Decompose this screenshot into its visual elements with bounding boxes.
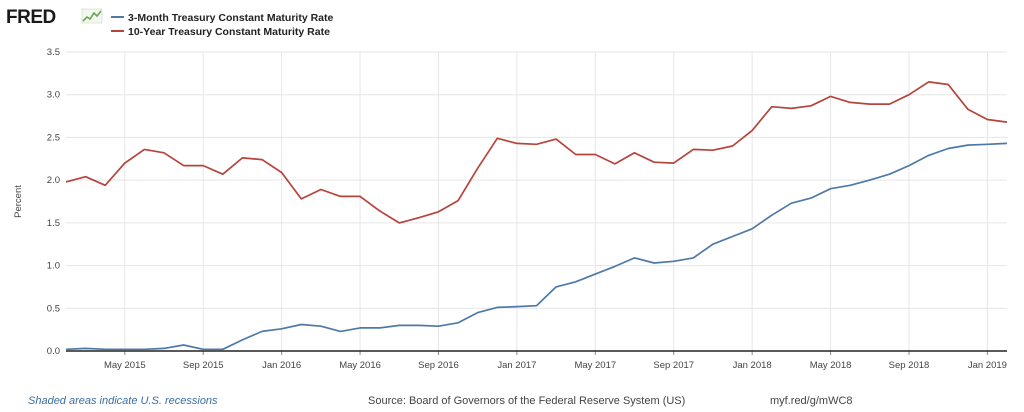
source-note: Source: Board of Governors of the Federa… (368, 395, 686, 407)
legend-label-series-1: 3-Month Treasury Constant Maturity Rate (128, 12, 334, 24)
x-tick-label: Jan 2017 (497, 360, 536, 371)
x-tick-label: May 2015 (104, 360, 146, 371)
x-axis-ticks: May 2015 Sep 2015 Jan 2016 May 2016 Sep 2016… (104, 351, 1007, 371)
recession-note: Shaded areas indicate U.S. recessions (28, 395, 218, 407)
y-tick-label: 3.0 (47, 90, 60, 101)
x-tick-label: Sep 2018 (889, 360, 930, 371)
y-tick-label: 1.5 (47, 218, 60, 229)
legend-label-series-2: 10-Year Treasury Constant Maturity Rate (128, 26, 330, 38)
y-tick-label: 1.0 (47, 261, 60, 272)
x-tick-label: May 2018 (810, 360, 852, 371)
y-tick-label: 0.0 (47, 346, 60, 357)
grid-lines (66, 51, 1007, 351)
series-line-1 (65, 142, 1008, 351)
y-tick-label: 2.5 (47, 132, 60, 143)
y-tick-label: 2.0 (47, 175, 60, 186)
x-tick-label: Sep 2017 (653, 360, 694, 371)
y-axis-ticks: 0.0 0.5 1.0 1.5 2.0 2.5 3.0 3.5 (47, 47, 60, 357)
series-line-2 (65, 81, 1008, 224)
x-tick-label: Jan 2018 (733, 360, 772, 371)
y-axis-label: Percent (13, 185, 24, 218)
line-chart-icon (81, 8, 103, 24)
short-url[interactable]: myf.red/g/mWC8 (770, 395, 853, 407)
x-tick-label: Jan 2016 (262, 360, 301, 371)
x-tick-label: Sep 2015 (183, 360, 224, 371)
legend: 3-Month Treasury Constant Maturity Rate … (111, 12, 334, 38)
fred-logo[interactable]: FRED (6, 7, 56, 28)
y-tick-label: 3.5 (47, 47, 60, 58)
x-tick-label: May 2016 (339, 360, 381, 371)
y-tick-label: 0.5 (47, 303, 60, 314)
series-lines (65, 81, 1008, 351)
x-tick-label: Jan 2019 (968, 360, 1007, 371)
x-tick-label: May 2017 (574, 360, 616, 371)
x-tick-label: Sep 2016 (418, 360, 459, 371)
